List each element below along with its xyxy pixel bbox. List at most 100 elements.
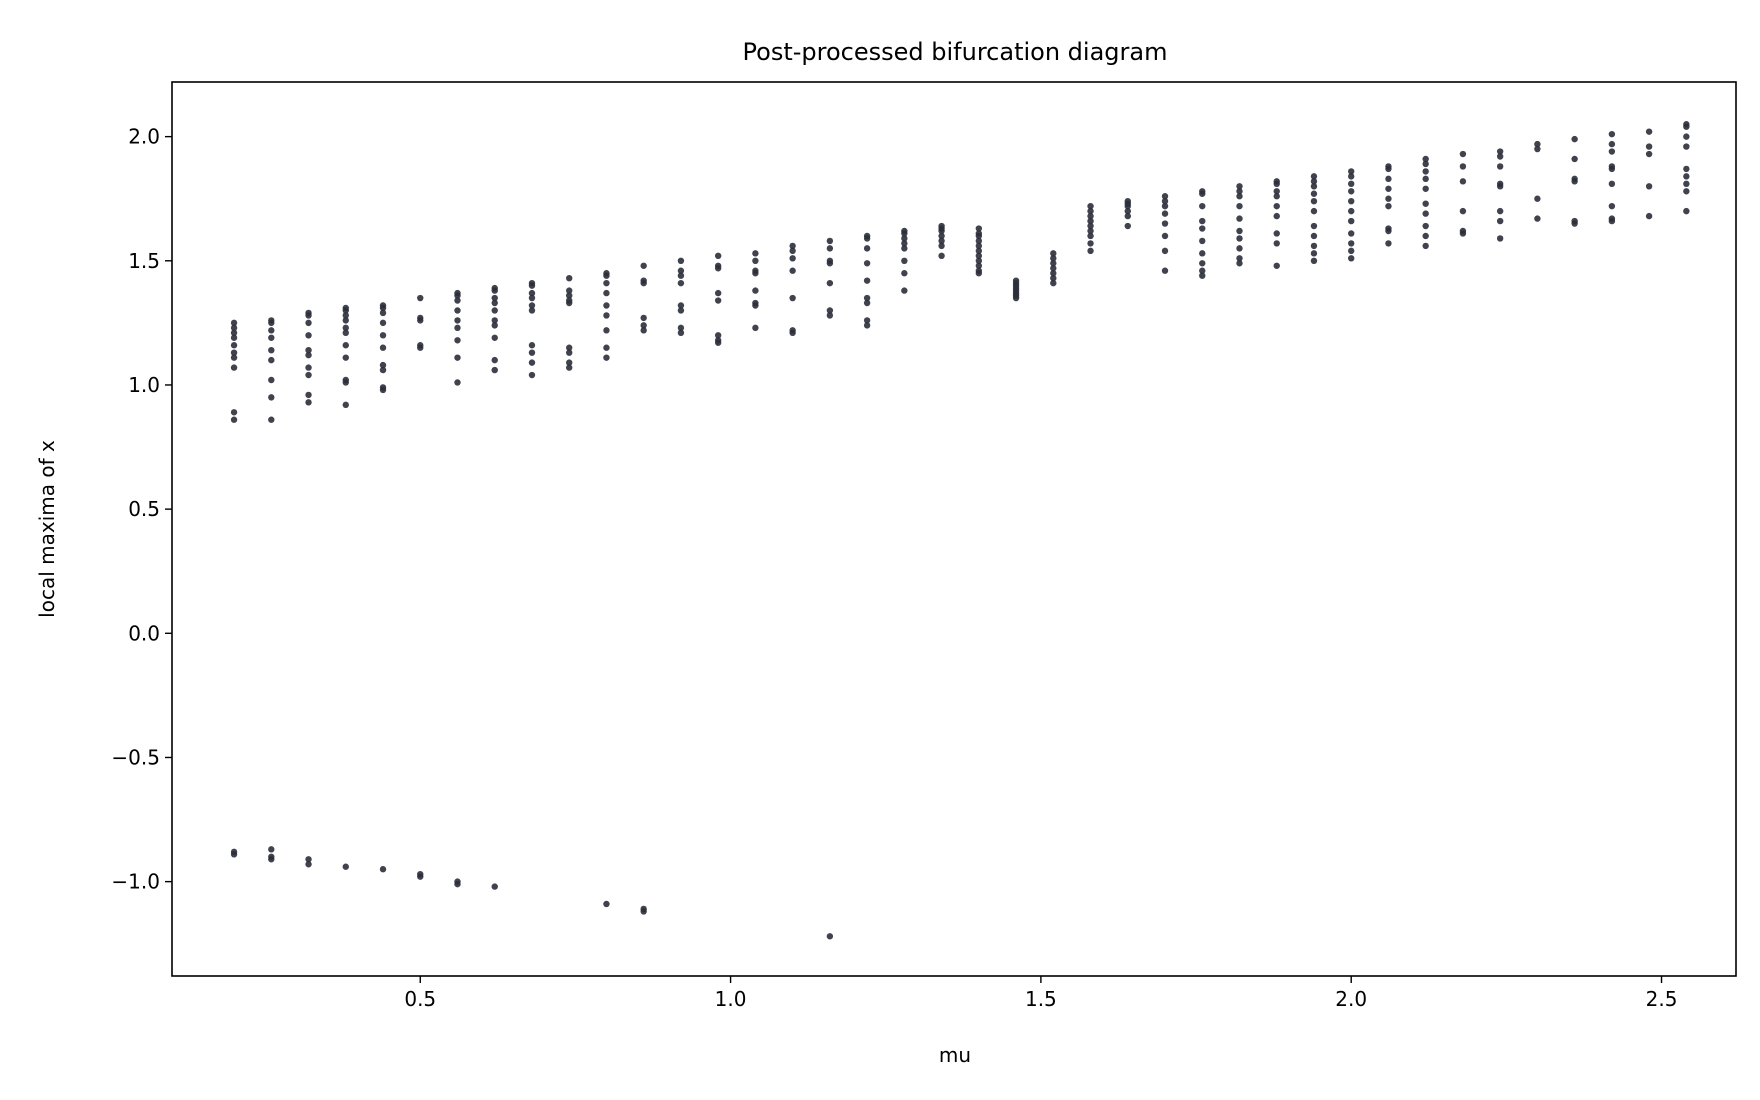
data-point [1273, 212, 1280, 220]
data-point [1124, 202, 1131, 210]
data-point [454, 880, 461, 888]
data-point [1683, 133, 1690, 140]
data-point [454, 317, 461, 324]
data-point [938, 237, 945, 245]
data-point [752, 270, 759, 277]
data-point [826, 237, 834, 245]
data-point [1608, 180, 1616, 188]
data-point [1087, 227, 1094, 235]
data-point [1050, 260, 1057, 267]
data-point [1310, 232, 1318, 240]
data-point [603, 312, 610, 319]
data-point [268, 327, 275, 334]
data-point [1199, 225, 1206, 232]
data-point [1683, 207, 1690, 215]
data-point [789, 329, 796, 337]
data-point [1087, 212, 1094, 220]
y-axis-label: local maxima of x [35, 440, 59, 618]
data-point [1050, 250, 1057, 257]
data-point [640, 327, 647, 334]
data-point [305, 347, 312, 354]
data-point [379, 309, 387, 317]
data-point [1645, 143, 1653, 150]
data-point [901, 235, 908, 242]
data-point [305, 391, 312, 399]
data-point [305, 312, 312, 319]
y-axis: −1.0 −0.5 0.0 0.5 1.0 1.5 2.0 [111, 125, 172, 894]
data-point [1236, 227, 1243, 235]
data-point [752, 302, 759, 309]
data-point [752, 257, 759, 264]
data-point [1236, 193, 1243, 200]
data-point [938, 242, 945, 250]
data-point [1496, 153, 1504, 160]
data-point [1310, 207, 1318, 215]
data-point [268, 394, 275, 401]
y-tick-label: −1.0 [111, 870, 160, 894]
y-tick-label: −0.5 [111, 745, 160, 769]
data-point [1534, 145, 1541, 153]
data-point [230, 329, 238, 337]
data-point [491, 299, 498, 307]
data-point [1348, 180, 1355, 188]
data-point [1236, 255, 1243, 262]
data-point [1273, 180, 1280, 188]
data-point [975, 257, 983, 264]
data-point [714, 289, 722, 297]
data-point [1050, 270, 1057, 277]
data-point [491, 366, 498, 374]
data-point [863, 277, 871, 284]
data-point [863, 317, 871, 324]
x-axis-label: mu [939, 1043, 971, 1067]
data-point [714, 252, 722, 260]
data-point [1161, 210, 1169, 217]
data-point [1496, 207, 1504, 215]
data-point [342, 863, 349, 870]
data-point [1348, 240, 1355, 247]
data-point [1087, 217, 1094, 225]
data-point [1236, 183, 1243, 190]
data-point [1199, 237, 1206, 245]
data-point [454, 379, 461, 386]
data-point [1608, 148, 1616, 155]
data-point [640, 314, 647, 322]
data-point [826, 279, 834, 287]
data-point [1087, 232, 1094, 240]
data-point [826, 245, 834, 252]
data-point [454, 292, 461, 299]
data-point [975, 252, 983, 260]
data-point [789, 294, 796, 302]
data-point [1534, 140, 1541, 148]
data-point [1199, 202, 1206, 210]
data-point [901, 230, 908, 237]
data-point [566, 344, 573, 351]
data-point [1310, 173, 1318, 180]
data-point [1236, 235, 1243, 242]
data-point [566, 364, 573, 371]
data-point [975, 225, 983, 232]
y-tick-label: 0.0 [128, 621, 160, 645]
data-point [1087, 247, 1094, 255]
data-point [379, 366, 387, 374]
data-point [1124, 222, 1131, 230]
data-point [1273, 193, 1280, 200]
data-point [1310, 183, 1318, 190]
data-point [1385, 175, 1392, 183]
y-tick-label: 1.0 [128, 373, 160, 397]
data-point [417, 294, 424, 302]
data-point [1385, 165, 1392, 173]
y-tick-label: 2.0 [128, 125, 160, 149]
data-point [528, 294, 536, 302]
data-point [677, 307, 685, 314]
data-points [230, 121, 1690, 940]
data-point [1236, 188, 1243, 195]
data-point [1161, 232, 1169, 240]
data-point [1645, 150, 1653, 158]
data-point [1459, 230, 1467, 237]
x-tick-label: 1.5 [1025, 987, 1057, 1011]
data-point [1310, 242, 1318, 250]
data-point [677, 302, 685, 309]
chart-title: Post-processed bifurcation diagram [743, 38, 1168, 66]
data-point [1310, 190, 1318, 197]
data-point [305, 364, 312, 371]
